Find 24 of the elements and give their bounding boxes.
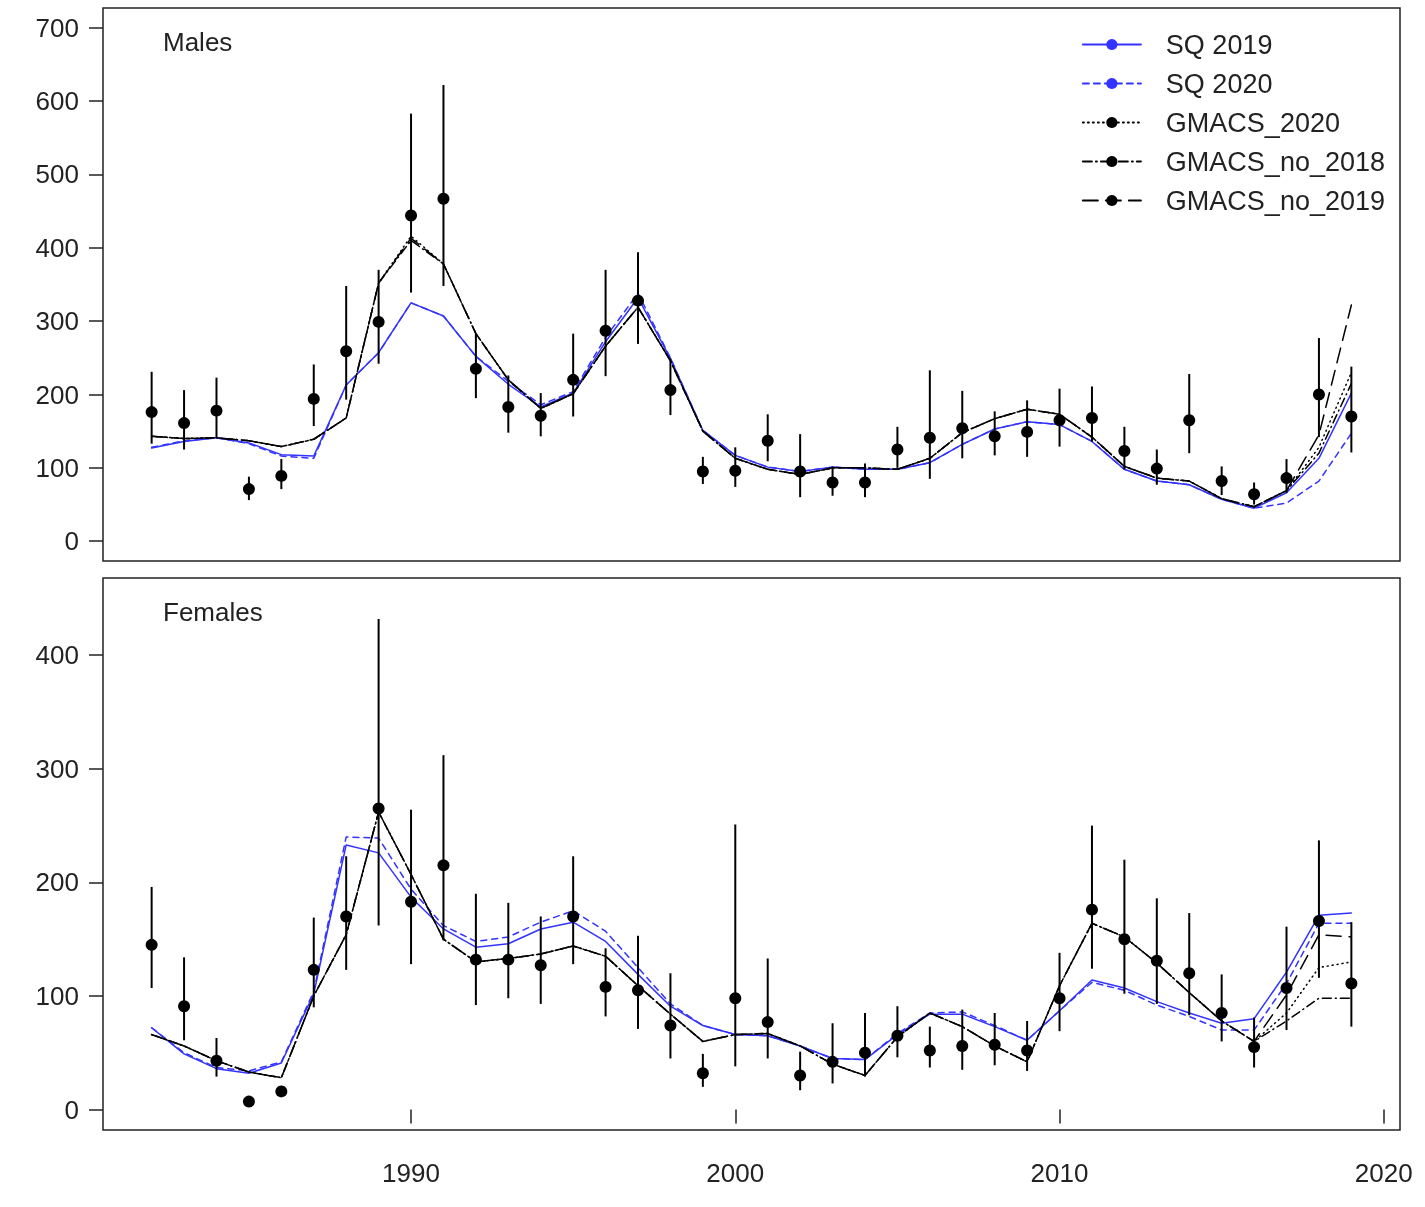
- legend-label: GMACS_2020: [1165, 107, 1340, 138]
- y-tick-label: 700: [35, 12, 79, 43]
- legend-label: GMACS_no_2018: [1165, 146, 1385, 177]
- legend-label: GMACS_no_2019: [1165, 185, 1385, 216]
- y-tick-label: 300: [35, 753, 79, 784]
- y-tick-label: 100: [35, 980, 79, 1011]
- y-tick-label: 0: [64, 1094, 79, 1125]
- y-tick-label: 500: [35, 159, 79, 190]
- y-tick-label: 600: [35, 86, 79, 117]
- legend-label: SQ 2019: [1165, 29, 1273, 60]
- y-tick-label: 0: [64, 526, 79, 557]
- text: Females: [163, 597, 263, 627]
- x-tick-label: 2020: [1354, 1158, 1413, 1188]
- y-tick-label: 400: [35, 232, 79, 263]
- y-tick-label: 100: [35, 452, 79, 483]
- y-tick-label: 300: [35, 306, 79, 337]
- x-tick-label: 2010: [1030, 1158, 1089, 1188]
- x-tick-label: 1990: [382, 1158, 440, 1188]
- x-tick-label: 2000: [706, 1158, 765, 1188]
- y-tick-label: 200: [35, 867, 79, 898]
- text: Males: [163, 27, 233, 57]
- y-tick-label: 200: [35, 379, 79, 410]
- legend-label: SQ 2020: [1165, 68, 1273, 99]
- y-tick-label: 400: [35, 640, 79, 671]
